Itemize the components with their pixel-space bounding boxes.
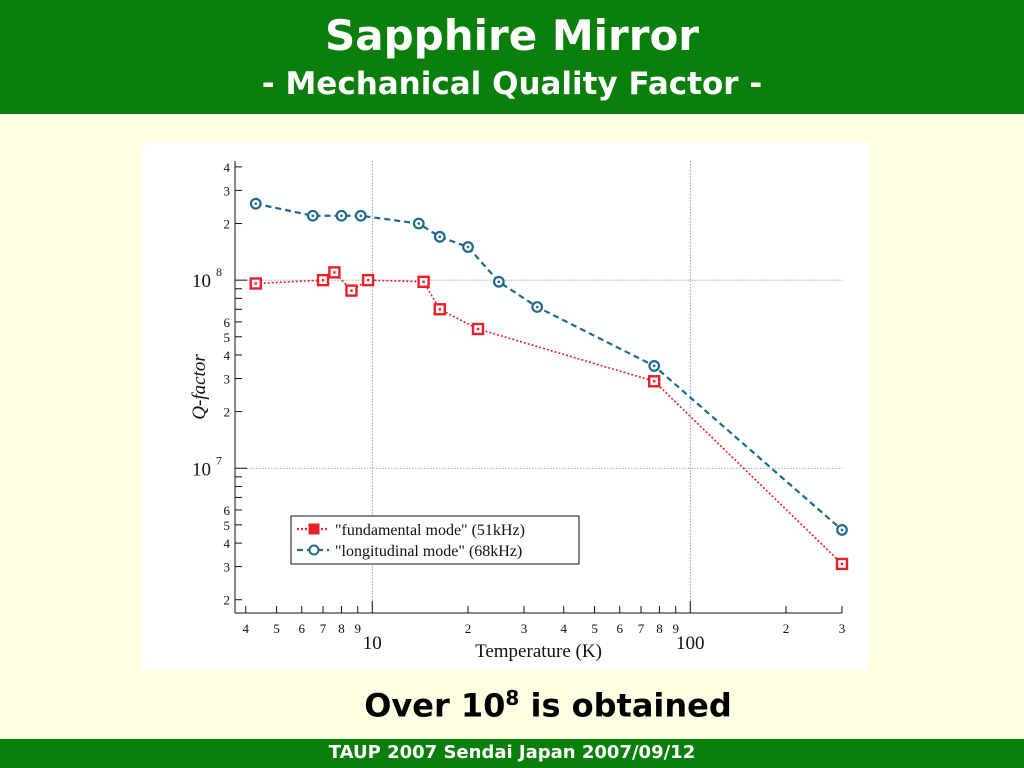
- legend-marker-longitudinal: [308, 544, 320, 556]
- x-tick-label: 8: [656, 621, 663, 636]
- x-tick-label: 2: [465, 621, 472, 636]
- y-tick-label: 3: [224, 372, 231, 387]
- data-point-longitudinal-center: [359, 214, 363, 218]
- x-major-tick-label: 100: [676, 633, 705, 654]
- y-major-tick-label: 10: [192, 459, 211, 480]
- title-banner: Sapphire Mirror - Mechanical Quality Fac…: [0, 0, 1024, 114]
- data-point-longitudinal-center: [340, 214, 343, 218]
- data-point-fundamental-center: [254, 282, 257, 285]
- y-tick-label: 6: [224, 503, 231, 518]
- data-point-fundamental-center: [366, 278, 370, 282]
- y-tick-label: 6: [224, 315, 231, 330]
- data-point-longitudinal-center: [840, 528, 844, 532]
- data-point-fundamental-center: [350, 289, 353, 292]
- caption-text-rest: is obtained: [519, 686, 732, 725]
- series-line-0: [255, 271, 843, 565]
- y-major-tick-exponent: 7: [216, 453, 222, 467]
- result-caption: Over 108 is obtained: [0, 686, 1024, 725]
- y-axis-title: Q-factor: [189, 354, 210, 420]
- x-tick-label: 4: [243, 621, 250, 636]
- y-tick-label: 4: [224, 160, 231, 175]
- data-point-longitudinal-center: [438, 235, 442, 239]
- y-tick-label: 2: [224, 217, 231, 232]
- legend-label-0: "fundamental mode" (51kHz): [335, 522, 525, 539]
- y-tick-label: 4: [224, 536, 231, 551]
- series-line-1: [255, 202, 843, 531]
- y-tick-label: 2: [224, 405, 231, 420]
- data-point-longitudinal-center: [535, 305, 539, 309]
- data-point-longitudinal-center: [311, 214, 315, 218]
- x-tick-label: 9: [355, 621, 362, 636]
- x-tick-label: 5: [591, 621, 598, 636]
- data-point-longitudinal-center: [417, 222, 421, 225]
- x-tick-label: 4: [560, 621, 567, 636]
- y-major-tick-label: 10: [192, 271, 211, 292]
- x-tick-label: 6: [616, 621, 623, 636]
- y-tick-label: 5: [224, 518, 231, 533]
- slide-subtitle: - Mechanical Quality Factor -: [261, 66, 763, 102]
- x-tick-label: 8: [338, 621, 345, 636]
- data-point-fundamental-center: [333, 271, 336, 274]
- x-tick-label: 3: [839, 621, 846, 636]
- data-point-fundamental-center: [438, 308, 441, 311]
- x-tick-label: 3: [521, 621, 528, 636]
- legend-box: [290, 515, 580, 565]
- x-tick-label: 2: [783, 621, 790, 636]
- x-axis-title: Temperature (K): [475, 641, 602, 662]
- x-tick-label: 5: [273, 621, 280, 636]
- caption-exponent: 8: [505, 686, 520, 710]
- data-point-longitudinal-center: [466, 245, 470, 249]
- x-tick-label: 6: [299, 621, 306, 636]
- x-tick-label: 7: [320, 621, 327, 636]
- x-tick-label: 7: [638, 621, 645, 636]
- caption-text: Over 10: [364, 686, 506, 725]
- data-point-fundamental-center: [476, 327, 480, 331]
- y-tick-label: 3: [224, 560, 231, 575]
- data-point-longitudinal-center: [254, 202, 258, 205]
- slide-title: Sapphire Mirror: [324, 11, 700, 60]
- data-point-fundamental-center: [652, 380, 656, 383]
- data-point-fundamental-center: [840, 562, 844, 566]
- data-point-fundamental-center: [321, 278, 325, 282]
- y-tick-label: 5: [224, 330, 231, 345]
- y-tick-label: 4: [224, 348, 231, 363]
- y-tick-label: 3: [224, 183, 231, 198]
- x-major-tick-label: 10: [363, 633, 382, 654]
- data-point-fundamental-center: [422, 280, 425, 284]
- legend-marker-fundamental: [308, 523, 320, 535]
- q-factor-chart: 4 5 6 7 8 9 2 3 4 5 6 7 8 9 2 3 10 100 2 3 4 5 6 2 3 4 5 6 2 3 4 10 7 10 8…: [141, 141, 869, 670]
- y-major-tick-exponent: 8: [216, 265, 222, 279]
- x-tick-label: 9: [672, 621, 679, 636]
- data-point-longitudinal-center: [497, 280, 501, 284]
- footer-text: TAUP 2007 Sendai Japan 2007/09/12: [328, 742, 696, 763]
- y-tick-label: 2: [224, 593, 231, 608]
- legend-label-1: "longitudinal mode" (68kHz): [335, 543, 522, 560]
- data-point-longitudinal-center: [652, 364, 656, 368]
- footer-banner: TAUP 2007 Sendai Japan 2007/09/12: [0, 739, 1024, 768]
